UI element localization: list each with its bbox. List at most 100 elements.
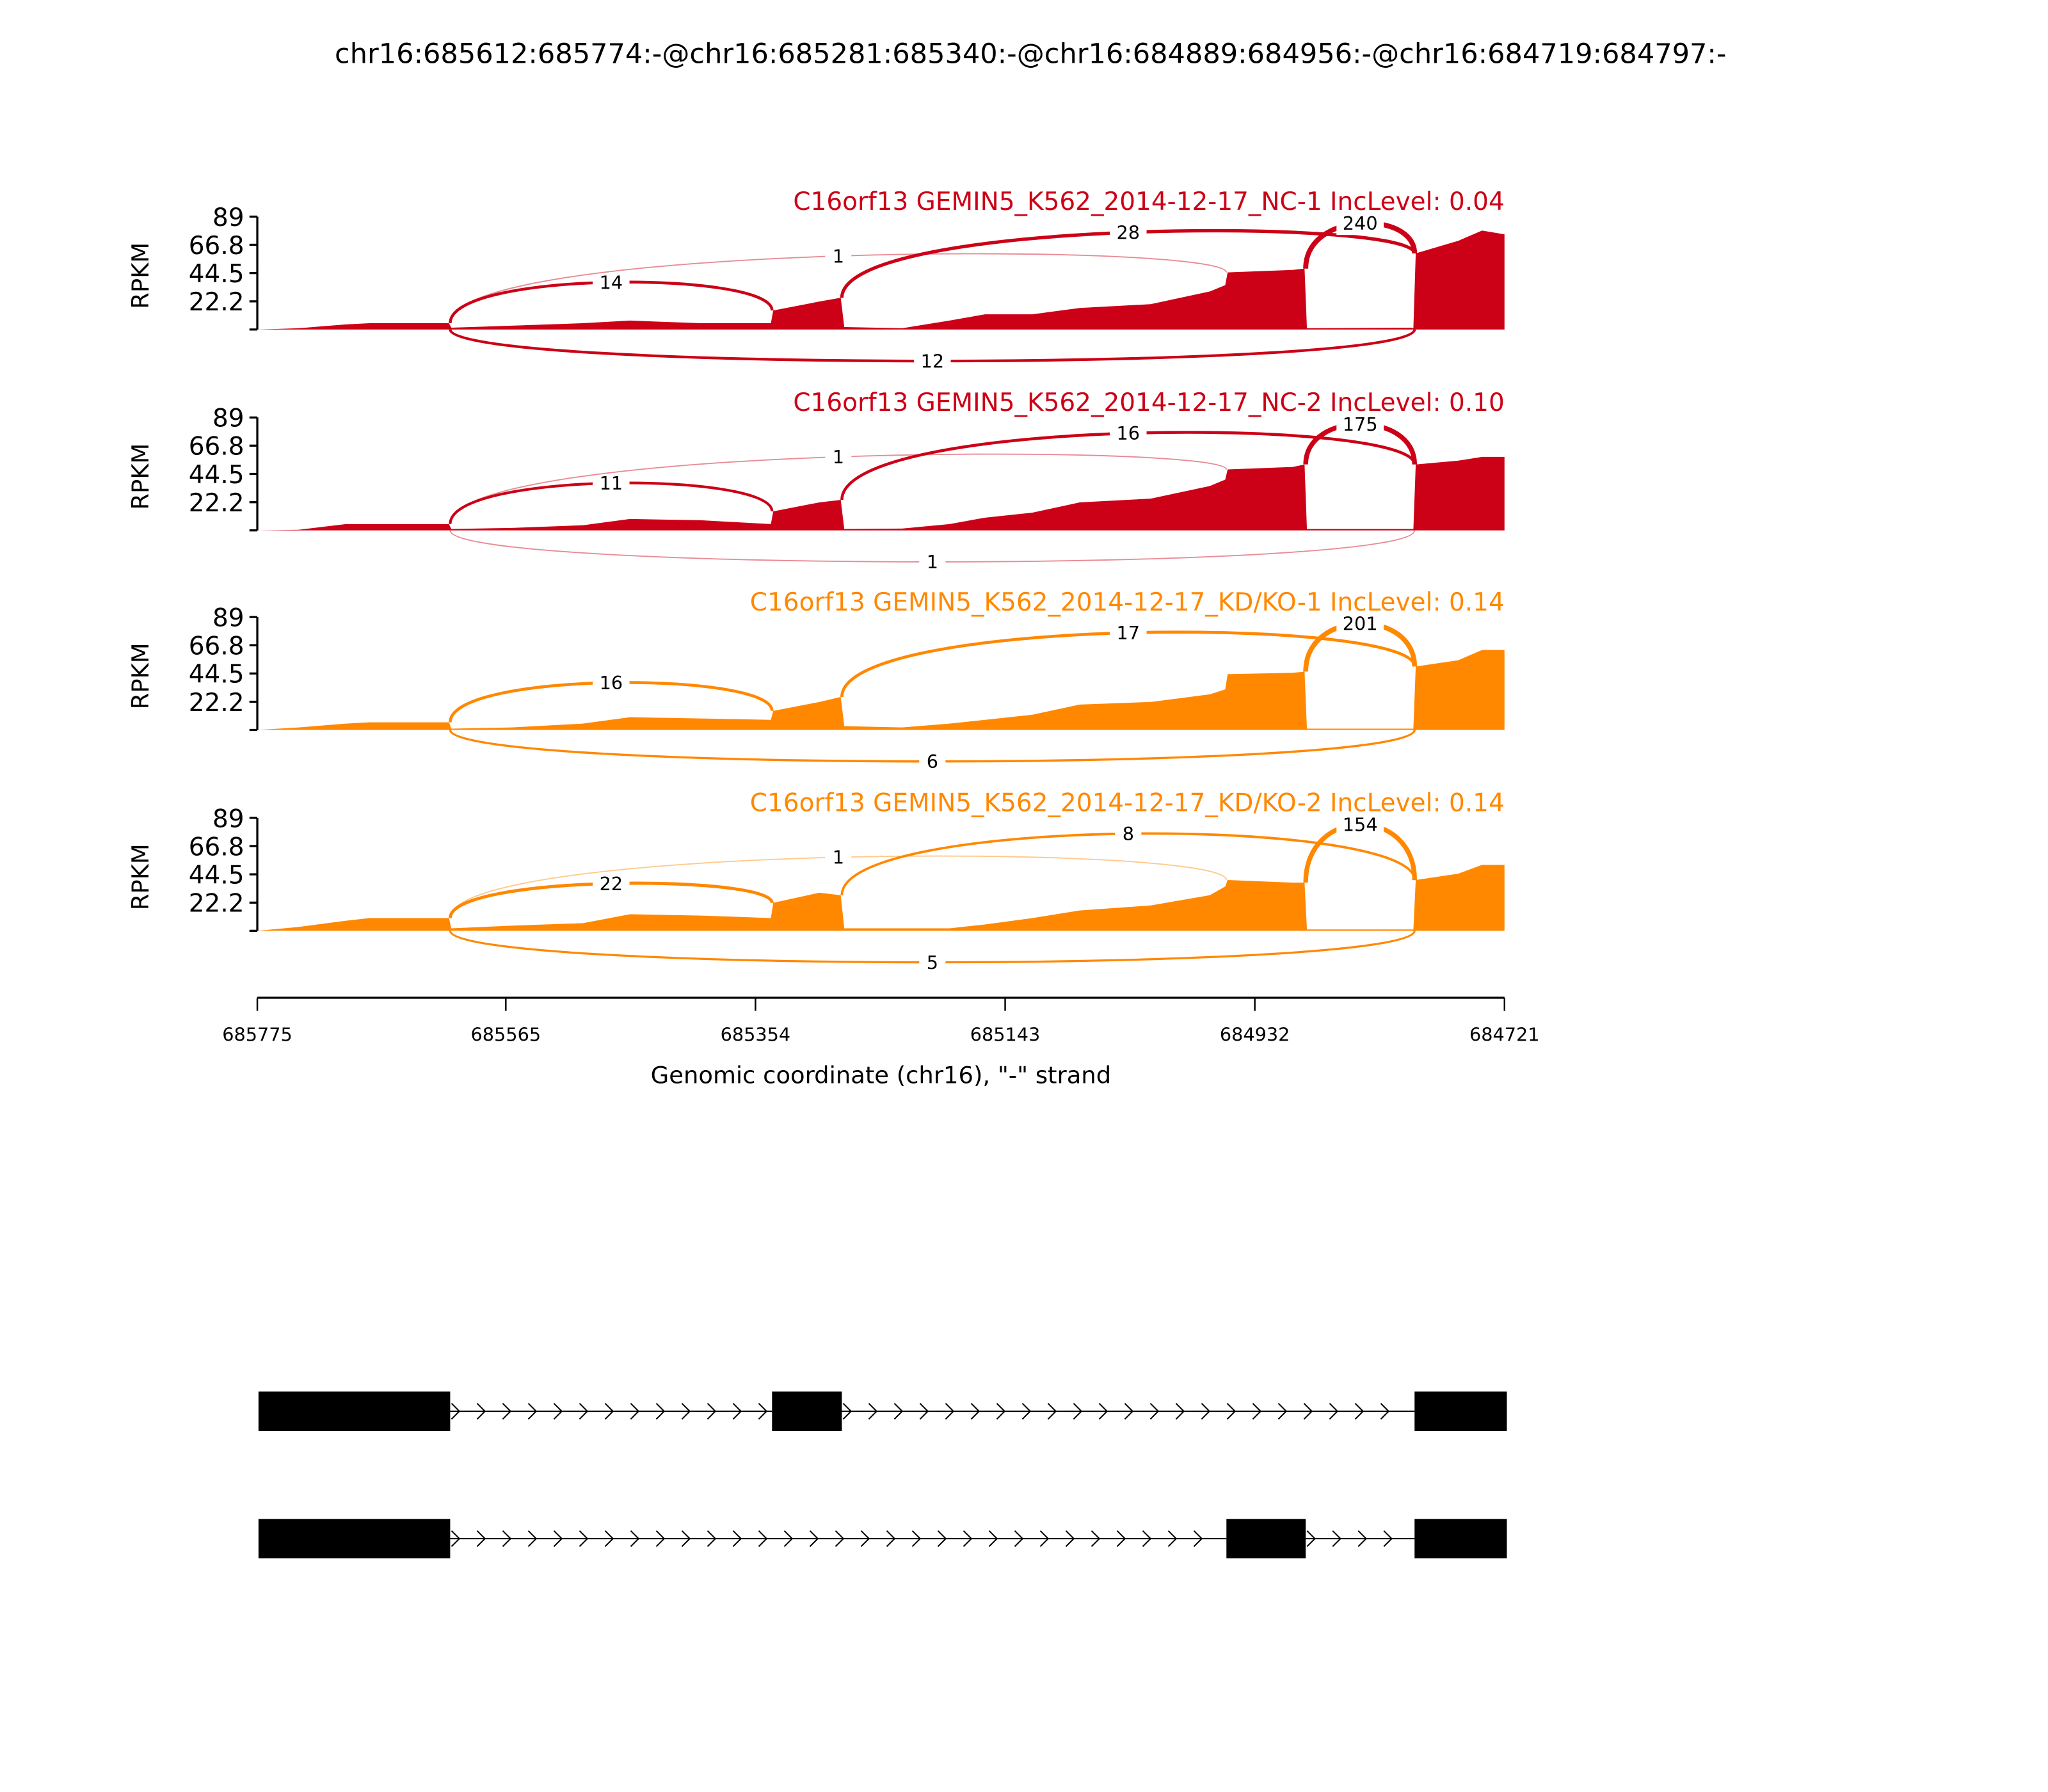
y-axis-label: RPKM bbox=[127, 643, 154, 709]
strand-arrow-icon bbox=[1306, 1530, 1316, 1548]
exon-block bbox=[258, 1391, 451, 1431]
strand-arrow-icon bbox=[1039, 1530, 1050, 1548]
x-tick-label: 685354 bbox=[721, 1024, 791, 1046]
junction-count-label: 8 bbox=[1123, 823, 1134, 845]
y-tick-label: 44.5 bbox=[189, 461, 244, 490]
strand-arrow-icon bbox=[835, 1530, 845, 1548]
strand-arrow-icon bbox=[758, 1530, 768, 1548]
strand-arrow-icon bbox=[527, 1530, 538, 1548]
strand-arrow-icon bbox=[476, 1403, 486, 1420]
junction-count-label: 16 bbox=[600, 672, 623, 694]
strand-arrow-icon bbox=[783, 1530, 794, 1548]
junction-count-label: 1 bbox=[833, 847, 844, 868]
junction-label-bg bbox=[825, 845, 852, 869]
strand-arrow-icon bbox=[655, 1530, 666, 1548]
strand-arrow-icon bbox=[707, 1530, 717, 1548]
junction-label-bg bbox=[593, 270, 630, 294]
coverage-panel: 22.244.566.889 RPKM C16orf13 GEMIN5_K562_2… bbox=[127, 188, 1505, 373]
strand-arrow-icon bbox=[502, 1403, 512, 1420]
junction-label-bg bbox=[593, 671, 630, 695]
strand-arrow-icon bbox=[579, 1530, 589, 1548]
strand-arrow-icon bbox=[860, 1530, 870, 1548]
strand-arrow-icon bbox=[655, 1403, 666, 1420]
strand-arrow-icon bbox=[502, 1530, 512, 1548]
strand-arrow-icon bbox=[604, 1530, 614, 1548]
junction-count-label: 17 bbox=[1117, 622, 1140, 644]
strand-arrow-icon bbox=[911, 1530, 922, 1548]
coverage-panel: 22.244.566.889 RPKM C16orf13 GEMIN5_K562_2… bbox=[127, 789, 1505, 975]
junction-label-bg bbox=[1336, 611, 1384, 636]
strand-arrow-icon bbox=[758, 1403, 768, 1420]
strand-arrow-icon bbox=[1354, 1403, 1364, 1420]
transcript-model bbox=[258, 1519, 1507, 1558]
strand-arrow-icon bbox=[579, 1403, 589, 1420]
gene-models bbox=[258, 1391, 1507, 1558]
strand-arrow-icon bbox=[1098, 1403, 1108, 1420]
junction-label-bg bbox=[1110, 220, 1147, 244]
strand-arrow-icon bbox=[707, 1403, 717, 1420]
junction-count-label: 14 bbox=[600, 271, 623, 293]
strand-arrow-icon bbox=[732, 1403, 742, 1420]
strand-arrow-icon bbox=[1193, 1530, 1203, 1548]
strand-arrow-icon bbox=[1091, 1530, 1101, 1548]
strand-arrow-icon bbox=[886, 1530, 896, 1548]
exon-block bbox=[1414, 1519, 1507, 1558]
strand-arrow-icon bbox=[1065, 1530, 1075, 1548]
strand-arrow-icon bbox=[630, 1403, 640, 1420]
junction-label-bg bbox=[593, 872, 630, 895]
strand-arrow-icon bbox=[681, 1403, 691, 1420]
y-tick-label: 22.2 bbox=[189, 489, 244, 518]
y-tick-label: 89 bbox=[212, 604, 244, 632]
sample-title: C16orf13 GEMIN5_K562_2014-12-17_NC-1 Inc… bbox=[793, 188, 1504, 216]
strand-arrow-icon bbox=[1329, 1403, 1339, 1420]
junction-label-bg bbox=[825, 445, 852, 469]
strand-arrow-icon bbox=[630, 1530, 640, 1548]
junction-count-label: 6 bbox=[927, 751, 938, 772]
y-tick-label: 44.5 bbox=[189, 260, 244, 289]
transcript-model bbox=[258, 1391, 1507, 1431]
y-tick-label: 22.2 bbox=[189, 890, 244, 918]
junction-label-bg bbox=[593, 471, 630, 495]
strand-arrow-icon bbox=[451, 1530, 461, 1548]
strand-arrow-icon bbox=[996, 1403, 1006, 1420]
strand-arrow-icon bbox=[1149, 1403, 1160, 1420]
strand-arrow-icon bbox=[988, 1530, 998, 1548]
y-tick-label: 66.8 bbox=[189, 632, 244, 660]
junction-count-label: 240 bbox=[1343, 212, 1378, 234]
junction-count-label: 1 bbox=[833, 245, 844, 267]
coverage-area bbox=[257, 650, 1505, 730]
strand-arrow-icon bbox=[1014, 1530, 1024, 1548]
y-tick-label: 44.5 bbox=[189, 660, 244, 689]
sample-title: C16orf13 GEMIN5_K562_2014-12-17_KD/KO-1 … bbox=[750, 588, 1505, 617]
strand-arrow-icon bbox=[1201, 1403, 1211, 1420]
y-tick-label: 89 bbox=[212, 204, 244, 232]
coverage-area bbox=[257, 456, 1505, 531]
strand-arrow-icon bbox=[1142, 1530, 1152, 1548]
junction-count-label: 1 bbox=[833, 446, 844, 468]
junction-label-bg bbox=[919, 749, 946, 774]
strand-arrow-icon bbox=[1226, 1403, 1236, 1420]
strand-arrow-icon bbox=[732, 1530, 742, 1548]
coverage-panel: 22.244.566.889 RPKM C16orf13 GEMIN5_K562_2… bbox=[127, 388, 1505, 574]
x-tick-label: 684721 bbox=[1469, 1024, 1540, 1046]
junction-count-label: 1 bbox=[927, 551, 938, 573]
x-axis-label: Genomic coordinate (chr16), "-" strand bbox=[651, 1061, 1111, 1089]
exon-block bbox=[1414, 1391, 1507, 1431]
junction-count-label: 5 bbox=[927, 952, 938, 973]
y-axis-label: RPKM bbox=[127, 844, 154, 910]
junction-count-label: 12 bbox=[921, 350, 945, 372]
strand-arrow-icon bbox=[1047, 1403, 1057, 1420]
junction-label-bg bbox=[1336, 412, 1384, 436]
exon-block bbox=[1226, 1519, 1306, 1558]
y-axis-label: RPKM bbox=[127, 243, 154, 309]
strand-arrow-icon bbox=[1073, 1403, 1083, 1420]
junction-label-bg bbox=[919, 950, 946, 975]
coverage-panel: 22.244.566.889 RPKM C16orf13 GEMIN5_K562_2… bbox=[127, 588, 1505, 774]
junction-label-bg bbox=[919, 550, 946, 574]
x-tick-label: 685565 bbox=[471, 1024, 541, 1046]
y-tick-label: 66.8 bbox=[189, 833, 244, 861]
y-tick-label: 22.2 bbox=[189, 288, 244, 317]
junction-count-label: 16 bbox=[1117, 422, 1140, 444]
plot-title: chr16:685612:685774:-@chr16:685281:68534… bbox=[335, 38, 1726, 70]
